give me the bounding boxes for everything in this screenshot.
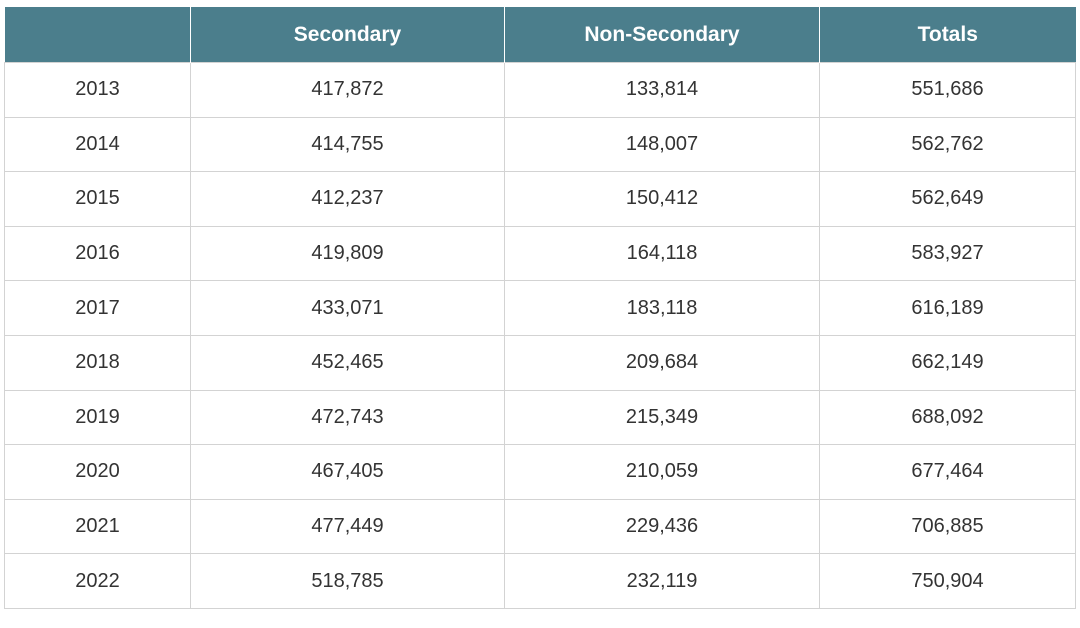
cell-secondary: 477,449 xyxy=(191,499,505,554)
cell-non-secondary: 183,118 xyxy=(505,281,820,336)
cell-secondary: 467,405 xyxy=(191,445,505,500)
cell-year: 2021 xyxy=(5,499,191,554)
cell-secondary: 417,872 xyxy=(191,63,505,118)
table-row: 2015 412,237 150,412 562,649 xyxy=(5,172,1076,227)
table-row: 2018 452,465 209,684 662,149 xyxy=(5,335,1076,390)
cell-total: 583,927 xyxy=(820,226,1076,281)
cell-non-secondary: 133,814 xyxy=(505,63,820,118)
cell-non-secondary: 150,412 xyxy=(505,172,820,227)
header-totals: Totals xyxy=(820,7,1076,63)
cell-year: 2015 xyxy=(5,172,191,227)
cell-secondary: 433,071 xyxy=(191,281,505,336)
cell-non-secondary: 215,349 xyxy=(505,390,820,445)
cell-secondary: 412,237 xyxy=(191,172,505,227)
cell-year: 2016 xyxy=(5,226,191,281)
cell-secondary: 452,465 xyxy=(191,335,505,390)
table-row: 2020 467,405 210,059 677,464 xyxy=(5,445,1076,500)
table-row: 2019 472,743 215,349 688,092 xyxy=(5,390,1076,445)
cell-secondary: 472,743 xyxy=(191,390,505,445)
cell-non-secondary: 164,118 xyxy=(505,226,820,281)
cell-non-secondary: 232,119 xyxy=(505,554,820,609)
cell-secondary: 414,755 xyxy=(191,117,505,172)
cell-total: 688,092 xyxy=(820,390,1076,445)
cell-total: 562,649 xyxy=(820,172,1076,227)
header-year xyxy=(5,7,191,63)
cell-non-secondary: 148,007 xyxy=(505,117,820,172)
table-row: 2022 518,785 232,119 750,904 xyxy=(5,554,1076,609)
cell-year: 2020 xyxy=(5,445,191,500)
cell-total: 562,762 xyxy=(820,117,1076,172)
cell-total: 662,149 xyxy=(820,335,1076,390)
cell-year: 2013 xyxy=(5,63,191,118)
table-row: 2013 417,872 133,814 551,686 xyxy=(5,63,1076,118)
table-row: 2016 419,809 164,118 583,927 xyxy=(5,226,1076,281)
table-row: 2021 477,449 229,436 706,885 xyxy=(5,499,1076,554)
header-secondary: Secondary xyxy=(191,7,505,63)
table-header: Secondary Non-Secondary Totals xyxy=(5,7,1076,63)
data-table: Secondary Non-Secondary Totals 2013 417,8… xyxy=(4,7,1076,609)
cell-year: 2022 xyxy=(5,554,191,609)
cell-year: 2014 xyxy=(5,117,191,172)
table-row: 2014 414,755 148,007 562,762 xyxy=(5,117,1076,172)
cell-non-secondary: 209,684 xyxy=(505,335,820,390)
cell-year: 2019 xyxy=(5,390,191,445)
table-row: 2017 433,071 183,118 616,189 xyxy=(5,281,1076,336)
header-row: Secondary Non-Secondary Totals xyxy=(5,7,1076,63)
cell-year: 2017 xyxy=(5,281,191,336)
cell-total: 616,189 xyxy=(820,281,1076,336)
cell-secondary: 518,785 xyxy=(191,554,505,609)
header-non-secondary: Non-Secondary xyxy=(505,7,820,63)
cell-secondary: 419,809 xyxy=(191,226,505,281)
cell-total: 551,686 xyxy=(820,63,1076,118)
cell-non-secondary: 229,436 xyxy=(505,499,820,554)
cell-total: 677,464 xyxy=(820,445,1076,500)
cell-total: 706,885 xyxy=(820,499,1076,554)
table-body: 2013 417,872 133,814 551,686 2014 414,755 148,… xyxy=(5,63,1076,609)
cell-non-secondary: 210,059 xyxy=(505,445,820,500)
cell-year: 2018 xyxy=(5,335,191,390)
cell-total: 750,904 xyxy=(820,554,1076,609)
